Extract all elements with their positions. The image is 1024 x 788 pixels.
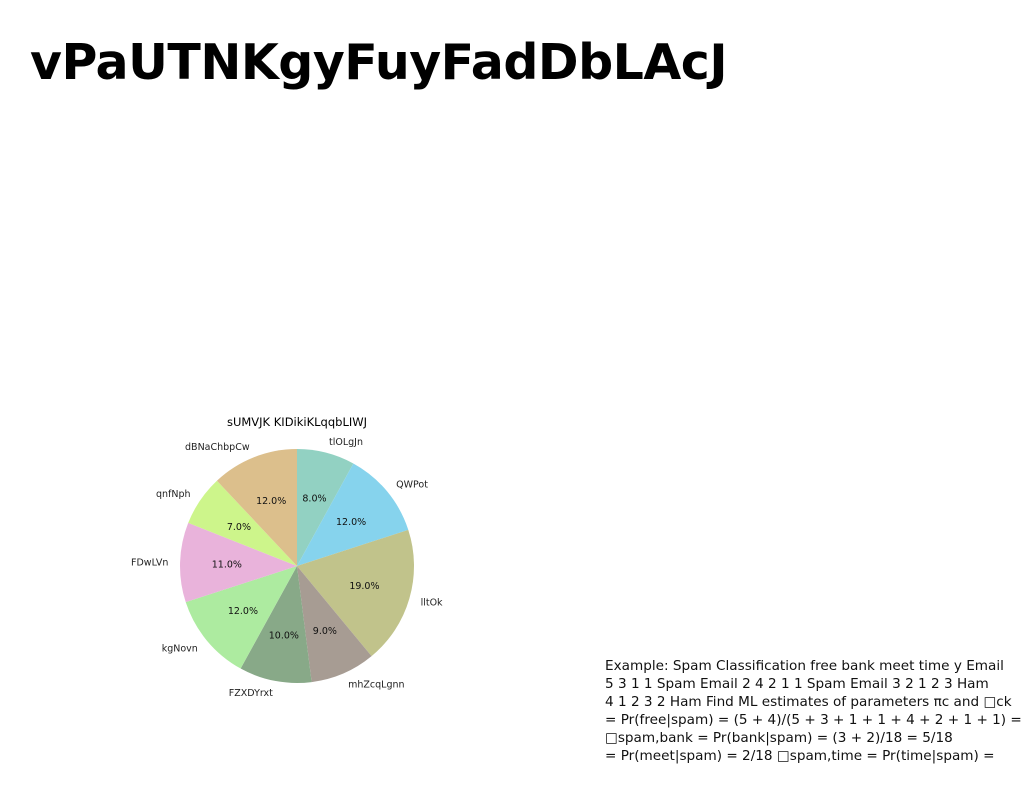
slice-percent-label: 12.0% xyxy=(256,496,286,507)
slice-category-label: FDwLVn xyxy=(131,557,168,568)
body-text-line: 4 1 2 3 2 Ham Find ML estimates of param… xyxy=(605,693,1023,711)
chart-title: sUMVJK KIDikiKLqqbLIWJ xyxy=(227,415,367,429)
slice-category-label: qnfNph xyxy=(156,489,191,500)
body-text: Example: Spam Classification free bank m… xyxy=(605,657,1023,765)
pie-chart-svg: sUMVJK KIDikiKLqqbLIWJ 8.0% tlOLgJn 12.0% Q… xyxy=(110,400,470,710)
body-text-line: 5 3 1 1 Spam Email 2 4 2 1 1 Spam Email … xyxy=(605,675,1023,693)
slice-percent-label: 19.0% xyxy=(349,581,379,592)
slice-percent-label: 10.0% xyxy=(269,630,299,641)
pie-chart: sUMVJK KIDikiKLqqbLIWJ 8.0% tlOLgJn 12.0% Q… xyxy=(110,400,470,710)
page-title: vPaUTNKgyFuyFadDbLAcJ xyxy=(30,30,727,96)
slice-percent-label: 12.0% xyxy=(228,606,258,617)
slice-category-label: QWPot xyxy=(396,479,428,490)
body-text-line: = Pr(meet|spam) = 2/18 □spam,time = Pr(t… xyxy=(605,747,1023,765)
body-text-line: Example: Spam Classification free bank m… xyxy=(605,657,1023,675)
slice-category-label: lltOk xyxy=(421,597,443,608)
slice-category-label: kgNovn xyxy=(162,644,198,655)
slice-percent-label: 8.0% xyxy=(302,494,326,505)
slice-category-label: tlOLgJn xyxy=(329,437,363,448)
body-text-line: □spam,bank = Pr(bank|spam) = (3 + 2)/18 … xyxy=(605,729,1023,747)
slice-percent-label: 11.0% xyxy=(212,559,242,570)
slice-percent-label: 9.0% xyxy=(313,626,337,637)
slice-category-label: FZXDYrxt xyxy=(229,688,273,699)
slice-category-label: mhZcqLgnn xyxy=(348,680,404,691)
slice-category-label: dBNaChbpCw xyxy=(185,442,250,453)
body-text-line: = Pr(free|spam) = (5 + 4)/(5 + 3 + 1 + 1… xyxy=(605,711,1023,729)
slice-percent-label: 7.0% xyxy=(227,522,251,533)
slice-percent-label: 12.0% xyxy=(336,517,366,528)
